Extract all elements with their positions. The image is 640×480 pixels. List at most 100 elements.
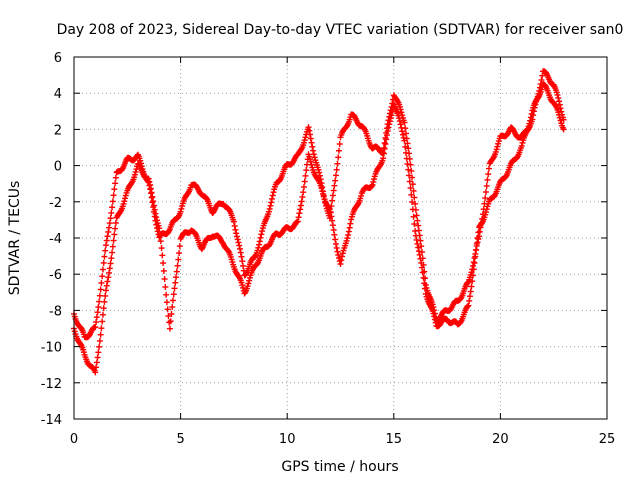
data-point-marker [302, 172, 309, 179]
data-point-marker [416, 251, 423, 258]
y-tick-label: -4 [49, 232, 62, 247]
data-point-marker [259, 228, 266, 235]
data-point-marker [301, 137, 308, 144]
data-point-marker [233, 230, 240, 237]
data-point-marker [417, 255, 424, 262]
data-point-marker [328, 213, 335, 220]
data-point-marker [418, 264, 425, 271]
data-point-marker [173, 274, 180, 281]
data-point-marker [526, 120, 533, 127]
data-point-marker [112, 180, 119, 187]
data-point-marker [255, 244, 262, 251]
data-point-marker [256, 241, 263, 248]
data-point-marker [485, 165, 492, 172]
data-point-marker [154, 228, 161, 235]
data-point-marker [94, 354, 101, 361]
data-point-marker [412, 200, 419, 207]
data-point-marker [329, 192, 336, 199]
data-point-marker [401, 137, 408, 144]
data-point-marker [474, 234, 481, 241]
data-point-marker [400, 134, 407, 141]
data-point-marker [96, 337, 103, 344]
data-point-marker [302, 134, 309, 141]
data-point-marker [326, 204, 333, 211]
data-point-marker [347, 220, 354, 227]
data-point-marker [102, 287, 109, 294]
data-point-marker [122, 195, 129, 202]
data-point-marker [121, 198, 128, 205]
data-point-marker [230, 218, 237, 225]
data-point-marker [93, 359, 100, 366]
data-point-marker [415, 244, 422, 251]
data-point-marker [397, 121, 404, 128]
data-point-marker [106, 265, 113, 272]
data-point-marker [494, 143, 501, 150]
data-point-marker [338, 257, 345, 264]
data-point-marker [369, 181, 376, 188]
data-point-marker [358, 192, 365, 199]
data-point-marker [408, 191, 415, 198]
data-point-marker [319, 190, 326, 197]
data-point-marker [431, 316, 438, 323]
data-point-marker [151, 206, 158, 213]
data-point-marker [414, 240, 421, 247]
data-point-marker [93, 314, 100, 321]
data-point-marker [411, 221, 418, 228]
y-tick-label: -14 [41, 413, 62, 428]
data-point-marker [316, 169, 323, 176]
data-point-marker [331, 182, 338, 189]
data-point-marker [99, 266, 106, 273]
data-point-marker [422, 290, 429, 297]
data-point-marker [173, 268, 180, 275]
data-point-marker [472, 253, 479, 260]
data-point-marker [306, 127, 313, 134]
data-point-marker [238, 253, 245, 260]
data-point-marker [235, 239, 242, 246]
data-point-marker [384, 128, 391, 135]
y-tick-label: 2 [54, 123, 62, 138]
data-point-marker [466, 297, 473, 304]
x-axis-label: GPS time / hours [281, 459, 398, 475]
data-point-marker [98, 279, 105, 286]
data-point-marker [405, 145, 412, 152]
data-point-marker [177, 208, 184, 215]
data-point-marker [168, 311, 175, 318]
data-point-marker [112, 174, 119, 181]
x-tick-label: 20 [492, 432, 509, 447]
data-point-marker [466, 293, 473, 300]
data-point-marker [92, 369, 99, 376]
y-axis-label: SDTVAR / TECUs [7, 181, 23, 296]
data-point-marker [482, 189, 489, 196]
data-point-marker [131, 171, 138, 178]
y-tick-label: -12 [41, 377, 62, 392]
data-point-marker [409, 174, 416, 181]
data-point-marker [404, 161, 411, 168]
data-point-marker [106, 269, 113, 276]
data-point-marker [422, 285, 429, 292]
data-point-marker [332, 177, 339, 184]
data-point-marker [560, 116, 567, 123]
data-point-marker [482, 209, 489, 216]
data-point-marker [518, 142, 525, 149]
data-point-marker [380, 155, 387, 162]
data-point-marker [386, 118, 393, 125]
data-point-marker [415, 248, 422, 255]
data-point-marker [99, 273, 106, 280]
y-tick-label: 6 [54, 51, 62, 66]
data-point-marker [152, 210, 159, 217]
data-point-marker [383, 132, 390, 139]
data-point-marker [150, 198, 157, 205]
data-point-marker [96, 343, 103, 350]
tick-labels: 0 5 10 15 20 25 -14 -12 -10 -8 -6 -4 -2 0 2 4 6 [41, 51, 616, 447]
data-point-marker [97, 286, 104, 293]
data-point-marker [98, 325, 105, 332]
data-point-marker [469, 272, 476, 279]
data-point-marker [332, 240, 339, 247]
data-point-marker [380, 149, 387, 156]
data-point-marker [103, 237, 110, 244]
data-point-marker [109, 249, 116, 256]
data-point-marker [148, 189, 155, 196]
data-point-marker [106, 220, 113, 227]
data-point-marker [103, 282, 110, 289]
data-point-marker [332, 236, 339, 243]
